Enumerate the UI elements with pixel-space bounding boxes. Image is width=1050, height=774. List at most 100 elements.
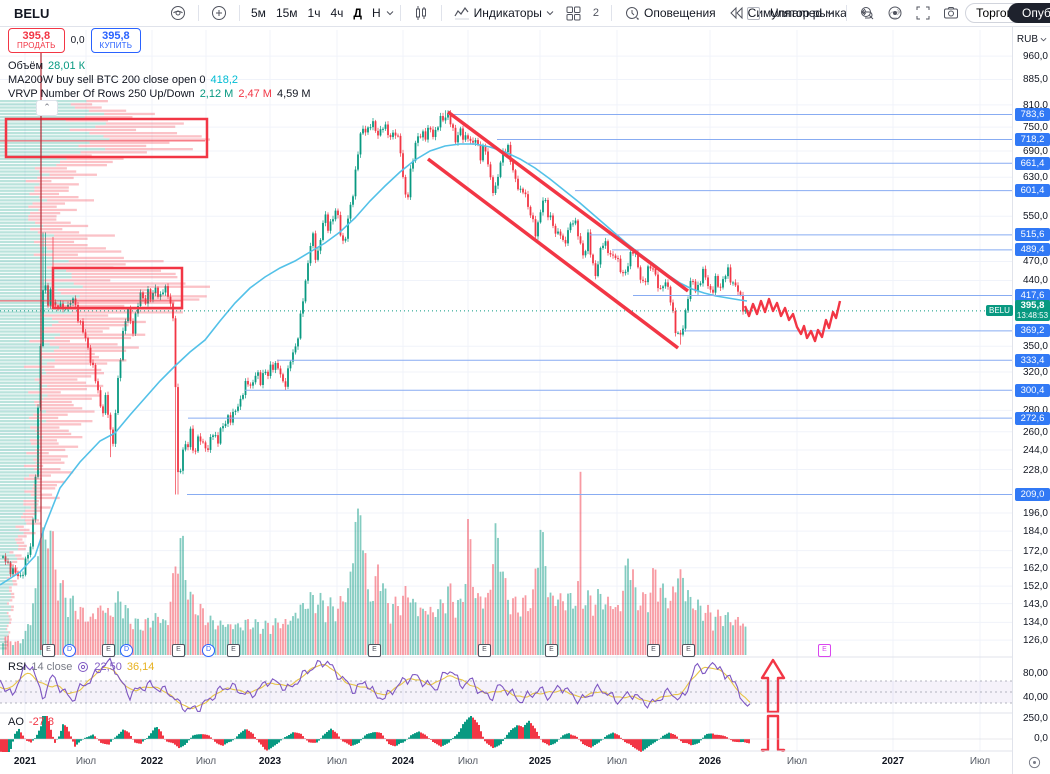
- dividend-marker[interactable]: D: [63, 644, 76, 657]
- symbol-ticker[interactable]: BELU: [14, 5, 50, 21]
- price-scale[interactable]: RUB 960,0 885,0 810,0 750,0 690,0 630,0 550,0 4…: [1012, 26, 1050, 774]
- indicators-button[interactable]: Индикаторы: [448, 2, 560, 24]
- rsi-scale-label: 40,00: [1022, 692, 1048, 703]
- timeframe-1d-selected[interactable]: Д: [353, 6, 362, 20]
- ma-indicator-name: MA200W buy sell BTC 200 close open 0: [8, 73, 206, 86]
- earnings-marker[interactable]: E: [682, 644, 695, 657]
- earnings-marker[interactable]: E: [647, 644, 660, 657]
- price-tick-label: 550,0: [1022, 211, 1048, 223]
- spread-value: 0,0: [70, 34, 85, 46]
- volume-value: 28,01 К: [48, 59, 86, 72]
- layout-name-menu[interactable]: Unnamed: [741, 2, 840, 24]
- ao-value: -27,8: [28, 716, 54, 728]
- timeframe-5m[interactable]: 5м: [251, 6, 266, 20]
- level-price-label: 417,6: [1015, 288, 1050, 302]
- rsi-pane-legend[interactable]: RSI 14 close 22,50 36,14: [8, 661, 154, 673]
- market-simulator-button[interactable]: Симулятор рынка: [722, 2, 853, 24]
- vrvp-down-value: 2,47 М: [238, 87, 272, 100]
- ao-indicator-name: AO: [8, 716, 24, 728]
- layout-count-badge[interactable]: 2: [592, 7, 599, 19]
- fullscreen-icon[interactable]: [909, 2, 937, 24]
- chart-style-candles-icon[interactable]: [407, 2, 435, 24]
- buy-button[interactable]: 395,8 КУПИТЬ: [90, 28, 142, 53]
- ao-pane-legend[interactable]: AO -27,8: [8, 716, 54, 728]
- price-tick-label: 350,0: [1022, 341, 1048, 353]
- sell-button[interactable]: 395,8 ПРОДАТЬ: [8, 28, 65, 53]
- layout-grid-icon[interactable]: [560, 2, 587, 24]
- alerts-button[interactable]: Оповещения: [618, 2, 722, 24]
- compare-add-icon[interactable]: [205, 2, 233, 24]
- toolbar-separator: [440, 5, 442, 21]
- scale-settings-icon[interactable]: [1028, 756, 1041, 772]
- earnings-marker[interactable]: E: [545, 644, 558, 657]
- main-pane-legend: 395,8 ПРОДАТЬ 0,0 395,8 КУПИТЬ Объём 28,…: [8, 28, 311, 101]
- price-tick-label: 885,0: [1022, 74, 1048, 86]
- level-price-label: 300,4: [1015, 383, 1050, 397]
- price-tick-label: 126,0: [1022, 635, 1048, 647]
- earnings-marker[interactable]: E: [368, 644, 381, 657]
- time-axis-year-label: 2027: [881, 756, 905, 767]
- volume-indicator-name: Объём: [8, 59, 44, 72]
- top-toolbar: BELU 5м 15м 1ч 4ч Д Н: [0, 0, 1050, 27]
- publish-button[interactable]: Опубликовать: [1008, 3, 1050, 23]
- eye-icon[interactable]: [164, 2, 192, 24]
- collapse-legend-button[interactable]: ⌃: [36, 100, 58, 116]
- layout-name-label: Unnamed: [770, 6, 823, 20]
- chart-canvas[interactable]: [0, 26, 1050, 774]
- buy-label: КУПИТЬ: [99, 41, 133, 51]
- vrvp-indicator-name: VRVP Number Of Rows 250 Up/Down: [8, 87, 195, 100]
- earnings-marker[interactable]: E: [102, 644, 115, 657]
- chevron-down-icon[interactable]: [386, 9, 394, 17]
- timeframe-4h[interactable]: 4ч: [330, 6, 344, 20]
- time-axis[interactable]: 2021 Июл 2022 Июл 2023 Июл 2024 Июл 2025 Июл 2026 И…: [0, 752, 1050, 774]
- level-price-label: 209,0: [1015, 488, 1050, 502]
- price-tick-label: 630,0: [1022, 172, 1048, 184]
- chevron-down-icon: [1040, 36, 1047, 43]
- buy-price: 395,8: [102, 30, 130, 42]
- time-axis-month-label: Июл: [75, 756, 97, 767]
- vrvp-total-value: 4,59 М: [276, 87, 311, 100]
- market-simulator-label: Симулятор рынка: [747, 6, 847, 20]
- current-price-ticker-tag: BELU: [986, 304, 1013, 316]
- time-axis-month-label: Июл: [606, 756, 628, 767]
- timeframe-1h[interactable]: 1ч: [307, 6, 321, 20]
- earnings-marker[interactable]: E: [172, 644, 185, 657]
- alarm-clock-icon: [624, 5, 640, 21]
- ao-scale-label: 0,0: [1034, 733, 1048, 744]
- level-price-label: 783,6: [1015, 107, 1050, 121]
- chevron-down-icon: [546, 9, 554, 17]
- earnings-marker[interactable]: E: [478, 644, 491, 657]
- timeframe-15m[interactable]: 15м: [275, 6, 298, 20]
- level-price-label: 718,2: [1015, 133, 1050, 147]
- indicators-label: Индикаторы: [473, 6, 542, 20]
- current-price-label: 395,8 13:48:53: [1015, 299, 1050, 321]
- time-axis-month-label: Июл: [326, 756, 348, 767]
- rsi-params: 14 close: [31, 661, 73, 673]
- earnings-marker[interactable]: E: [227, 644, 240, 657]
- earnings-marker[interactable]: E: [42, 644, 55, 657]
- currency-selector[interactable]: RUB: [1017, 34, 1047, 45]
- snapshot-camera-icon[interactable]: [937, 2, 965, 24]
- toolbar-separator: [239, 5, 240, 21]
- legend-volume-row[interactable]: Объём 28,01 К: [8, 59, 311, 73]
- future-earnings-marker[interactable]: E: [818, 644, 831, 657]
- indicators-icon: [454, 5, 470, 21]
- rsi-settings-gear-icon[interactable]: [77, 661, 89, 673]
- quick-search-icon[interactable]: [853, 2, 881, 24]
- rewind-icon: [728, 5, 744, 21]
- replay-record-icon[interactable]: [881, 2, 909, 24]
- chevron-down-icon: [826, 9, 834, 17]
- legend-vrvp-row[interactable]: VRVP Number Of Rows 250 Up/Down 2,12 М 2…: [8, 87, 311, 101]
- price-tick-label: 260,0: [1022, 426, 1048, 438]
- dividend-marker[interactable]: D: [202, 644, 215, 657]
- time-axis-month-label: Июл: [195, 756, 217, 767]
- timeframe-1w[interactable]: Н: [371, 6, 381, 20]
- ma-value: 418,2: [210, 73, 239, 86]
- level-price-label: 369,2: [1015, 324, 1050, 338]
- price-tick-label: 810,0: [1022, 99, 1048, 111]
- dividend-marker[interactable]: D: [120, 644, 133, 657]
- sell-label: ПРОДАТЬ: [17, 41, 56, 51]
- sell-price: 395,8: [22, 30, 51, 42]
- legend-ma-row[interactable]: MA200W buy sell BTC 200 close open 0 418…: [8, 73, 311, 87]
